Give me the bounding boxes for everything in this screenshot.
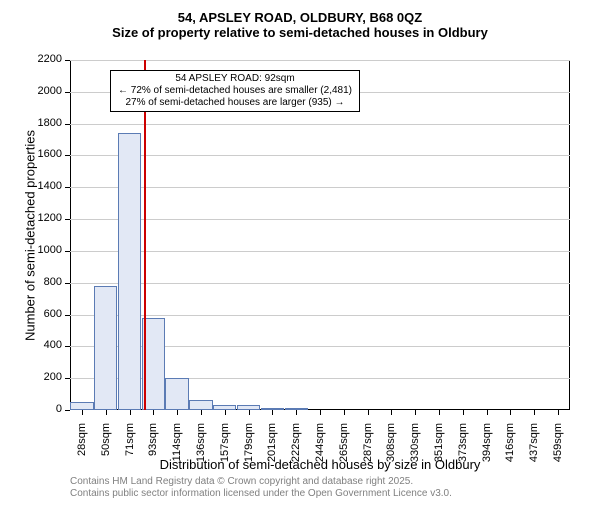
x-tick-label: 308sqm xyxy=(385,423,397,473)
x-tick xyxy=(153,410,154,415)
x-tick xyxy=(487,410,488,415)
histogram-bar xyxy=(70,402,93,410)
y-tick-label: 1800 xyxy=(30,117,62,129)
y-tick xyxy=(65,346,70,347)
y-tick xyxy=(65,155,70,156)
footer-line2: Contains public sector information licen… xyxy=(70,488,452,499)
x-tick xyxy=(201,410,202,415)
x-tick xyxy=(272,410,273,415)
x-tick xyxy=(344,410,345,415)
x-tick xyxy=(439,410,440,415)
x-tick xyxy=(106,410,107,415)
x-tick xyxy=(320,410,321,415)
x-tick xyxy=(510,410,511,415)
annotation-line2: ← 72% of semi-detached houses are smalle… xyxy=(115,85,355,97)
y-tick xyxy=(65,92,70,93)
x-tick-label: 265sqm xyxy=(338,423,350,473)
y-tick-label: 800 xyxy=(30,276,62,288)
x-tick-label: 437sqm xyxy=(528,423,540,473)
y-tick xyxy=(65,187,70,188)
x-tick-label: 114sqm xyxy=(171,423,183,473)
x-tick xyxy=(463,410,464,415)
x-tick-label: 136sqm xyxy=(195,423,207,473)
y-tick-label: 1000 xyxy=(30,244,62,256)
y-tick xyxy=(65,378,70,379)
y-tick xyxy=(65,410,70,411)
x-tick-label: 416sqm xyxy=(504,423,516,473)
x-tick xyxy=(249,410,250,415)
x-tick-label: 157sqm xyxy=(219,423,231,473)
y-tick xyxy=(65,219,70,220)
x-tick xyxy=(296,410,297,415)
x-tick xyxy=(391,410,392,415)
x-tick-label: 28sqm xyxy=(76,423,88,473)
x-tick xyxy=(82,410,83,415)
x-tick xyxy=(225,410,226,415)
y-tick-label: 200 xyxy=(30,371,62,383)
chart-title-line2: Size of property relative to semi-detach… xyxy=(0,25,600,40)
x-tick-label: 459sqm xyxy=(552,423,564,473)
y-tick-label: 0 xyxy=(30,403,62,415)
x-tick-label: 179sqm xyxy=(243,423,255,473)
y-tick xyxy=(65,315,70,316)
histogram-bar xyxy=(189,400,212,410)
annotation-box: 54 APSLEY ROAD: 92sqm← 72% of semi-detac… xyxy=(110,70,360,112)
x-tick-label: 201sqm xyxy=(266,423,278,473)
y-tick xyxy=(65,60,70,61)
annotation-line3: 27% of semi-detached houses are larger (… xyxy=(115,97,355,109)
x-tick-label: 287sqm xyxy=(362,423,374,473)
histogram-bar xyxy=(118,133,141,410)
y-tick-label: 1400 xyxy=(30,180,62,192)
x-tick-label: 71sqm xyxy=(124,423,136,473)
x-tick xyxy=(368,410,369,415)
x-tick-label: 373sqm xyxy=(457,423,469,473)
y-tick xyxy=(65,251,70,252)
x-tick xyxy=(558,410,559,415)
y-tick-label: 2000 xyxy=(30,85,62,97)
x-tick xyxy=(534,410,535,415)
x-tick xyxy=(415,410,416,415)
footer-line1: Contains HM Land Registry data © Crown c… xyxy=(70,476,413,487)
annotation-line1: 54 APSLEY ROAD: 92sqm xyxy=(115,73,355,85)
x-tick xyxy=(130,410,131,415)
x-tick-label: 351sqm xyxy=(433,423,445,473)
x-tick-label: 244sqm xyxy=(314,423,326,473)
x-tick-label: 330sqm xyxy=(409,423,421,473)
y-tick xyxy=(65,283,70,284)
y-tick-label: 2200 xyxy=(30,53,62,65)
x-tick xyxy=(177,410,178,415)
y-tick-label: 400 xyxy=(30,339,62,351)
x-tick-label: 50sqm xyxy=(100,423,112,473)
y-tick-label: 600 xyxy=(30,308,62,320)
y-tick xyxy=(65,124,70,125)
y-tick-label: 1600 xyxy=(30,148,62,160)
y-tick-label: 1200 xyxy=(30,212,62,224)
property-marker-line xyxy=(144,60,146,410)
chart-title-line1: 54, APSLEY ROAD, OLDBURY, B68 0QZ xyxy=(0,10,600,25)
x-tick-label: 394sqm xyxy=(481,423,493,473)
chart-container: 54, APSLEY ROAD, OLDBURY, B68 0QZ Size o… xyxy=(0,10,600,510)
histogram-bar xyxy=(165,378,188,410)
histogram-bar xyxy=(94,286,117,410)
x-tick-label: 222sqm xyxy=(290,423,302,473)
x-tick-label: 93sqm xyxy=(147,423,159,473)
